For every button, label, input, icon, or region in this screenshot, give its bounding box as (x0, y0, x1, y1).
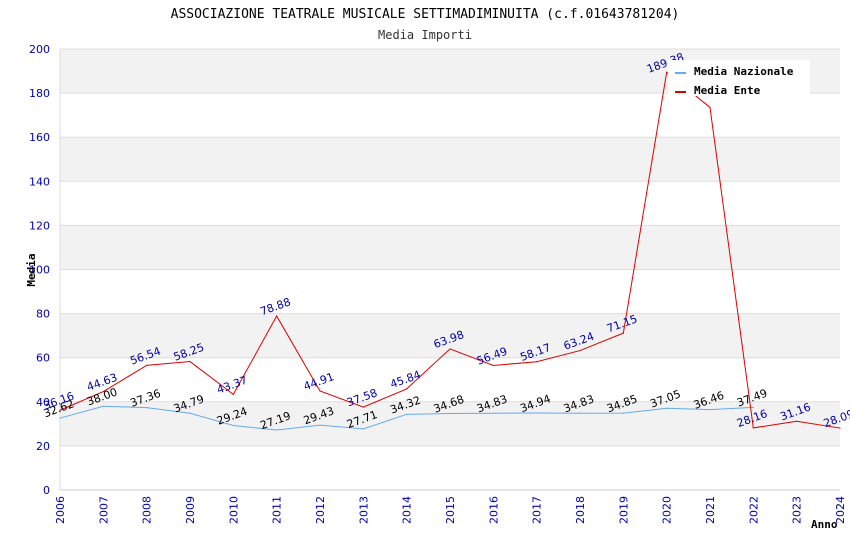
data-point-media-nazionale (536, 412, 538, 414)
x-tick-label: 2008 (141, 496, 154, 524)
data-point-media-nazionale (579, 412, 581, 414)
x-tick-label: 2018 (574, 496, 587, 524)
x-tick-label: 2024 (834, 496, 847, 524)
data-point-media-nazionale (232, 424, 234, 427)
y-tick-label: 120 (29, 219, 50, 232)
data-point-media-ente (59, 409, 61, 411)
data-point-media-nazionale (146, 407, 148, 409)
x-tick-label: 2007 (97, 496, 110, 524)
x-tick-label: 2020 (661, 496, 674, 524)
data-point-media-ente (189, 360, 191, 363)
x-tick-label: 2013 (357, 496, 370, 524)
grid-band (60, 181, 840, 226)
x-tick-label: 2017 (531, 496, 544, 524)
data-point-media-nazionale (709, 409, 711, 411)
x-tick-label: 2019 (617, 496, 630, 524)
x-axis-label: Anno (811, 518, 838, 531)
x-tick-label: 2021 (704, 496, 717, 524)
legend: Media Nazionale Media Ente (668, 60, 810, 97)
data-point-media-nazionale (102, 405, 104, 407)
data-point-media-ente (362, 406, 364, 408)
chart-title: ASSOCIAZIONE TEATRALE MUSICALE SETTIMADI… (171, 7, 680, 22)
legend-label-media-ente: Media Ente (694, 84, 761, 97)
x-axis-ticks: 2006 2007 2008 2009 2010 2011 2012 2013 2014 2015… (54, 496, 847, 524)
data-point-media-nazionale (189, 412, 191, 414)
grid-band (60, 93, 840, 138)
grid-band (60, 269, 840, 314)
data-point-media-nazionale (406, 413, 408, 415)
data-point-media-nazionale (622, 412, 624, 414)
y-tick-label: 100 (29, 264, 50, 277)
data-point-media-nazionale (59, 417, 61, 419)
data-point-media-ente (752, 427, 754, 429)
data-point-media-ente (536, 361, 538, 363)
x-tick-label: 2023 (791, 496, 804, 524)
data-point-media-ente (276, 315, 278, 317)
gridlines (59, 48, 840, 491)
x-tick-label: 2006 (54, 496, 67, 524)
y-tick-label: 180 (29, 87, 50, 100)
data-point-media-ente (232, 393, 234, 395)
grid-band (60, 445, 840, 490)
y-axis-label: Media (25, 253, 38, 286)
x-tick-label: 2012 (314, 496, 327, 524)
data-point-media-ente (449, 348, 451, 350)
y-axis-ticks: 0 20 40 60 80 100 120 140 160 180 200 (29, 43, 50, 497)
data-point-media-nazionale (362, 428, 364, 430)
data-point-media-ente (406, 388, 408, 390)
chart-subtitle: Media Importi (378, 28, 472, 42)
grid-band (60, 313, 840, 358)
data-point-media-nazionale (666, 407, 668, 409)
data-point-media-ente (579, 349, 581, 352)
y-tick-label: 40 (36, 396, 50, 409)
x-tick-label: 2014 (401, 496, 414, 524)
data-point-media-nazionale (449, 412, 451, 415)
grid-band (60, 357, 840, 402)
data-point-media-ente (709, 106, 711, 109)
data-point-media-ente (839, 427, 841, 429)
data-point-media-nazionale (752, 406, 754, 408)
y-tick-label: 60 (36, 352, 50, 365)
x-tick-label: 2016 (487, 496, 500, 524)
x-tick-label: 2009 (184, 496, 197, 524)
data-point-media-nazionale (492, 412, 494, 414)
y-tick-label: 160 (29, 131, 50, 144)
x-tick-label: 2015 (444, 496, 457, 524)
y-tick-label: 140 (29, 175, 50, 188)
data-point-media-nazionale (319, 424, 321, 426)
x-tick-label: 2011 (271, 496, 284, 524)
data-point-media-ente (102, 390, 104, 393)
grid-band (60, 137, 840, 182)
data-point-media-ente (146, 364, 148, 366)
y-tick-label: 20 (36, 440, 50, 453)
data-point-media-ente (492, 364, 494, 367)
data-point-media-ente (666, 71, 668, 74)
y-tick-label: 0 (43, 484, 50, 497)
data-point-media-ente (319, 390, 321, 392)
y-tick-label: 200 (29, 43, 50, 56)
y-tick-label: 80 (36, 308, 50, 321)
x-tick-label: 2010 (227, 496, 240, 524)
grid-band (60, 225, 840, 270)
data-point-media-nazionale (276, 429, 278, 431)
legend-box (668, 60, 810, 96)
data-point-media-ente (622, 332, 624, 334)
x-tick-label: 2022 (747, 496, 760, 524)
series-lines (59, 71, 841, 431)
data-point-media-ente (796, 420, 798, 422)
legend-label-media-nazionale: Media Nazionale (694, 65, 794, 78)
